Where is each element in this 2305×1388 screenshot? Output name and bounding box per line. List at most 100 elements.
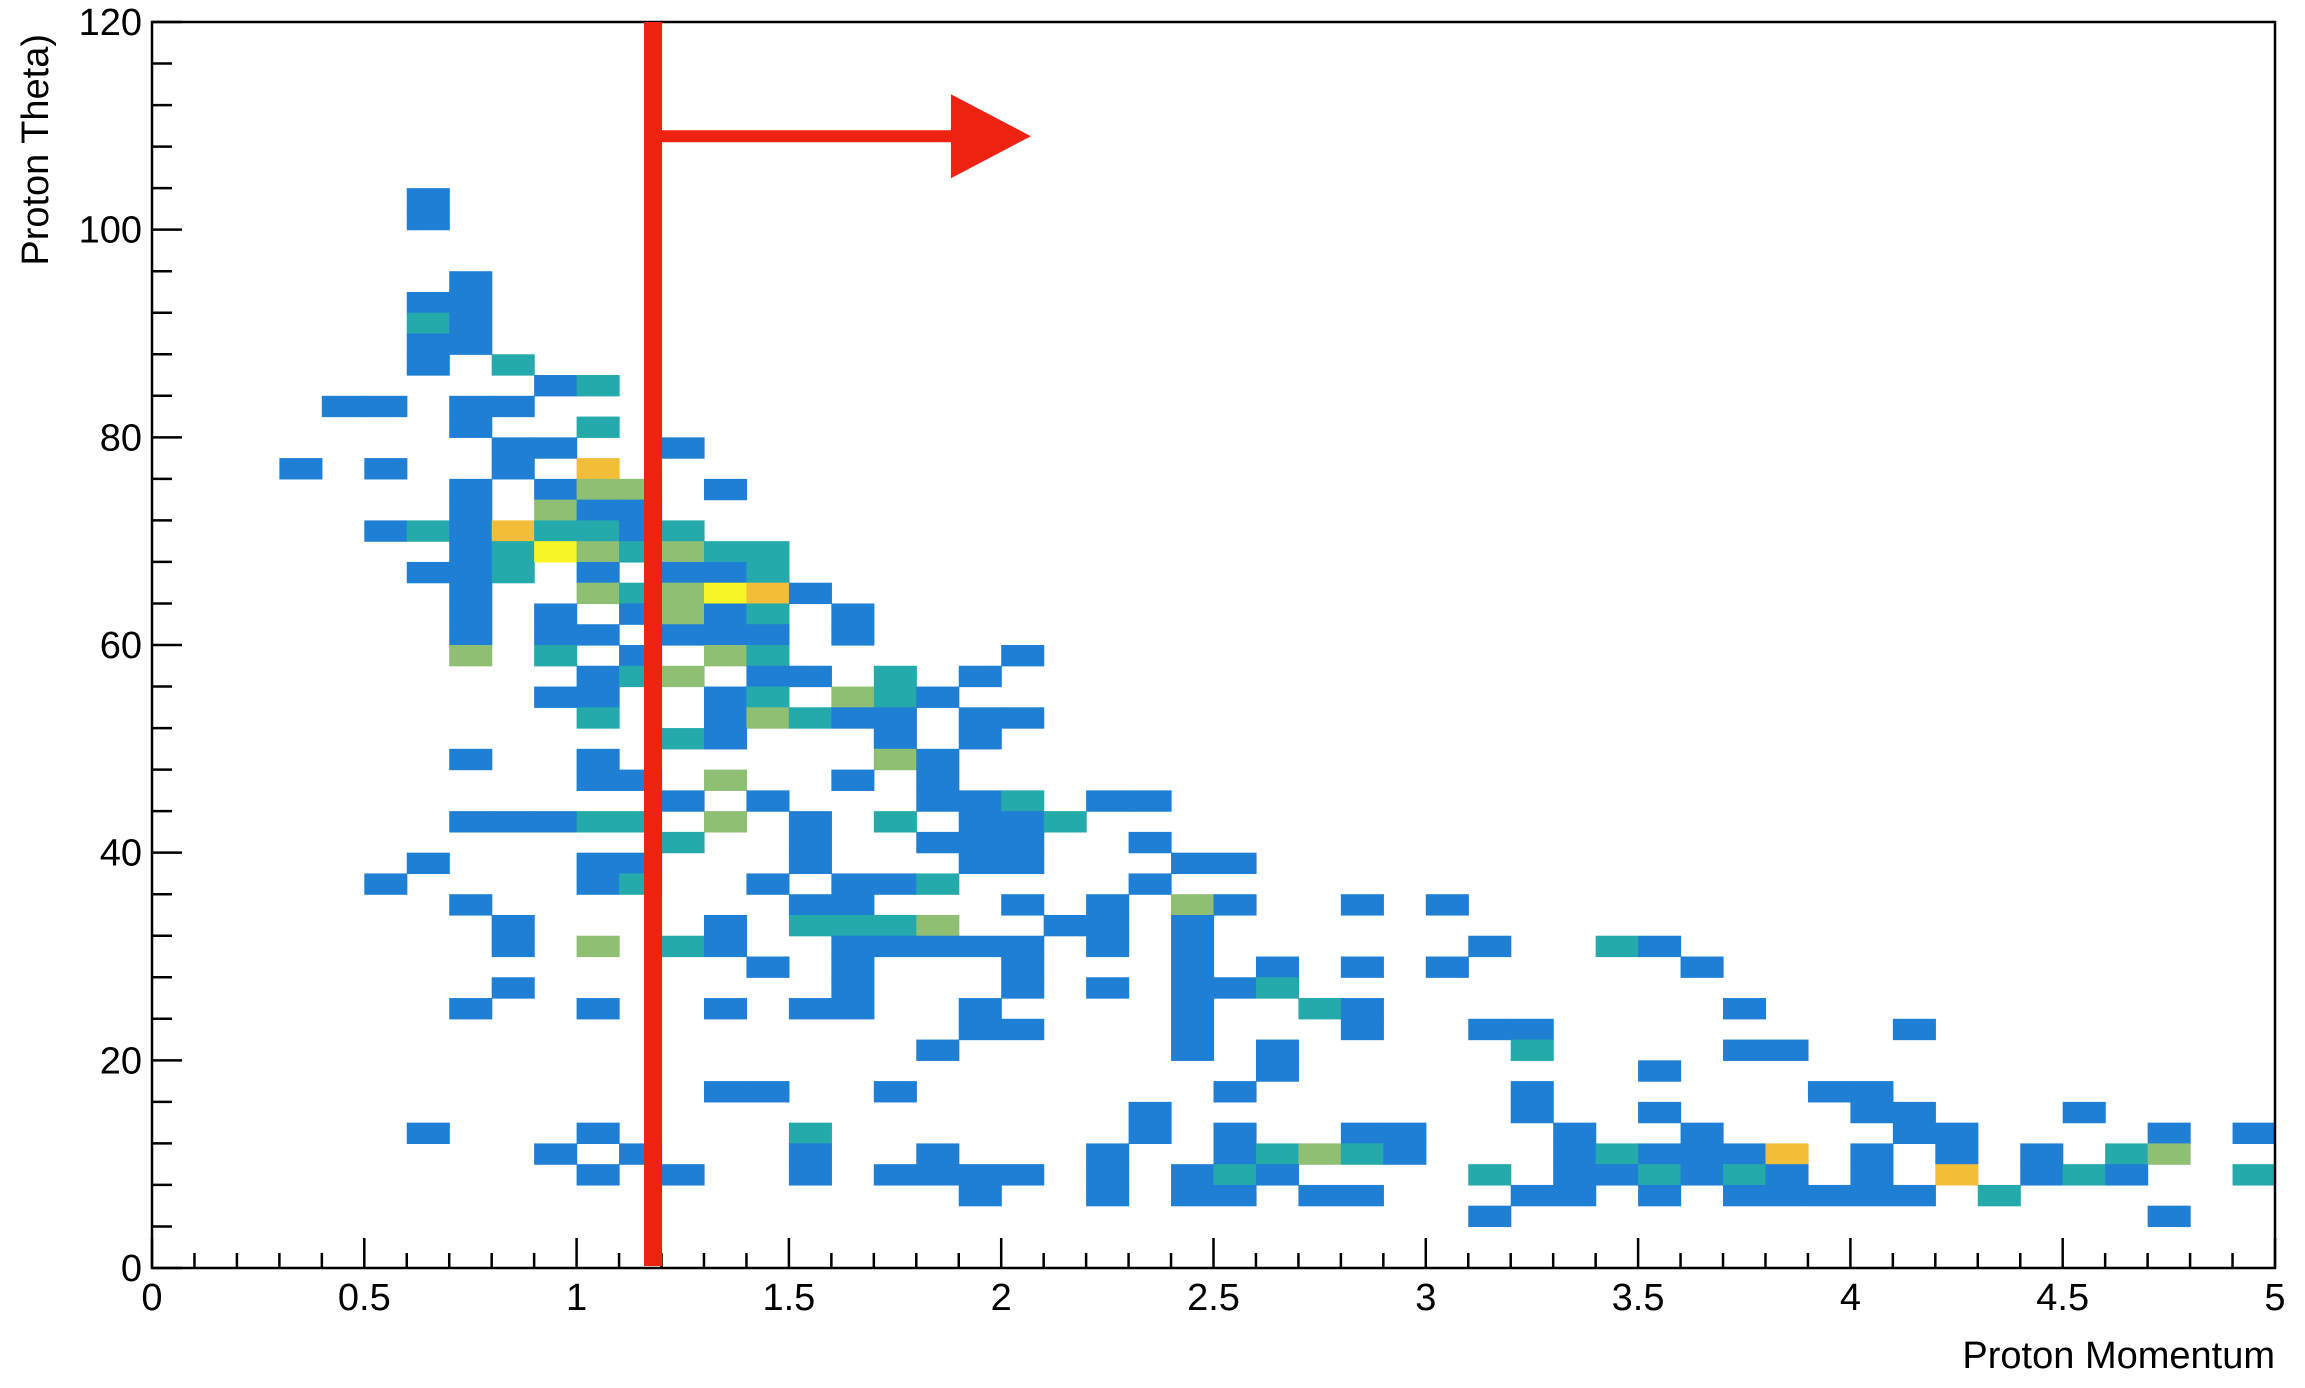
heatmap-cell	[1128, 1122, 1172, 1144]
heatmap-cell	[534, 811, 578, 833]
y-axis-title: Proton Theta)	[15, 34, 57, 266]
heatmap-cell	[1807, 1081, 1851, 1103]
heatmap-cell	[449, 520, 493, 542]
heatmap-cell	[916, 914, 960, 937]
heatmap-cell	[491, 354, 535, 376]
heatmap-cell	[364, 395, 408, 418]
heatmap-cell	[1171, 1164, 1215, 1186]
heatmap-cell	[661, 561, 705, 584]
heatmap-cell	[1935, 1164, 1979, 1186]
heatmap-cell	[2062, 1101, 2106, 1124]
heatmap-cell	[873, 914, 917, 937]
heatmap-cell	[703, 624, 748, 646]
y-tick-label: 40	[100, 833, 142, 875]
x-axis: 0 0.5 1 1.5 2 2.5 3 3.5 4 4.5 5	[141, 1238, 2286, 1319]
heatmap-cell	[1977, 1184, 2021, 1207]
heatmap-cell	[1298, 1184, 1342, 1207]
heatmap-cell	[703, 811, 748, 833]
heatmap-cell	[788, 1122, 832, 1144]
heatmap-cell	[449, 416, 493, 438]
x-tick-label: 2	[991, 1277, 1012, 1319]
heatmap-cell	[1468, 1205, 1512, 1228]
heatmap-cell	[703, 561, 748, 584]
heatmap-cell	[1383, 1143, 1427, 1165]
heatmap-cell	[1340, 956, 1384, 978]
x-tick-label: 0.5	[338, 1277, 391, 1319]
heatmap-cell	[406, 561, 450, 584]
heatmap-cell	[576, 561, 620, 584]
heatmap-cell	[916, 748, 960, 771]
heatmap-cell	[1553, 1122, 1597, 1144]
heatmap-cell	[491, 935, 535, 958]
heatmap-cell	[449, 811, 493, 833]
heatmap-cell	[1213, 1143, 1257, 1165]
heatmap-cell	[831, 935, 875, 958]
y-tick-label: 20	[100, 1040, 142, 1082]
heatmap-cell	[1765, 1143, 1809, 1165]
heatmap-cell	[873, 1081, 917, 1103]
heatmap-cell	[491, 437, 535, 459]
heatmap-cell	[1213, 1081, 1257, 1103]
heatmap-cell	[1001, 831, 1045, 854]
heatmap-cell	[788, 852, 832, 875]
heatmap-cell	[703, 728, 748, 750]
heatmap-cell	[1001, 1018, 1045, 1041]
heatmap-cell	[1171, 1039, 1215, 1061]
heatmap-cell	[958, 998, 1002, 1020]
heatmap-cell	[279, 458, 323, 480]
heatmap-cell	[576, 686, 620, 708]
heatmap-cell	[449, 748, 493, 771]
heatmap-cell	[1850, 1101, 1894, 1124]
heatmap-cell	[831, 894, 875, 916]
heatmap-cell	[1171, 1184, 1215, 1207]
heatmap-cell	[873, 707, 917, 729]
arrow-head	[950, 94, 1031, 179]
heatmap-cell	[1086, 1143, 1130, 1165]
heatmap-cell	[1765, 1184, 1809, 1207]
heatmap-cell	[1510, 1101, 1554, 1124]
heatmap-cell	[746, 956, 790, 978]
heatmap-cell	[1086, 935, 1130, 958]
heatmap-cell	[703, 478, 748, 501]
heatmap-cell	[788, 998, 832, 1020]
heatmap-cell	[1892, 1122, 1936, 1144]
heatmap-cell	[1638, 1060, 1682, 1082]
heatmap-cell	[534, 520, 578, 542]
heatmap-cell	[1086, 977, 1130, 999]
heatmap-cell	[1723, 998, 1767, 1020]
heatmap-cell	[1553, 1184, 1597, 1207]
heatmap-cell	[788, 811, 832, 833]
heatmap-cell	[534, 499, 578, 521]
heatmap-cell	[534, 624, 578, 646]
heatmap-cell	[1765, 1164, 1809, 1186]
heatmap-cell	[831, 998, 875, 1020]
heatmap-cell	[661, 520, 705, 542]
heatmap-cell	[788, 1143, 832, 1165]
x-tick-label: 1	[566, 1277, 587, 1319]
heatmap-cell	[1510, 1039, 1554, 1061]
heatmap-cell	[746, 541, 790, 563]
x-tick-label: 5	[2264, 1277, 2285, 1319]
heatmap-cell	[746, 624, 790, 646]
heatmap-cell	[788, 665, 832, 688]
heatmap-cell	[1255, 956, 1300, 978]
heatmap-cell	[1680, 1143, 1724, 1165]
heatmap-cell	[1935, 1143, 1979, 1165]
heatmap-cell	[746, 707, 790, 729]
heatmap-cell	[873, 935, 917, 958]
heatmap-cell	[2020, 1143, 2064, 1165]
heatmap-cell	[576, 852, 620, 875]
x-tick-label: 2.5	[1187, 1277, 1240, 1319]
heatmap-cell	[746, 1081, 790, 1103]
heatmap-cell	[1001, 894, 1045, 916]
heatmap-cell	[1001, 852, 1045, 875]
heatmap-cell	[958, 831, 1002, 854]
heatmap-cell	[958, 707, 1002, 729]
heatmap-cell	[788, 707, 832, 729]
heatmap-cell	[661, 437, 705, 459]
heatmap-cell	[491, 395, 535, 418]
heatmap-cell	[534, 603, 578, 625]
heatmap-cell	[406, 520, 450, 542]
heatmap-cell	[1638, 1101, 1682, 1124]
y-tick-label: 100	[79, 210, 142, 252]
